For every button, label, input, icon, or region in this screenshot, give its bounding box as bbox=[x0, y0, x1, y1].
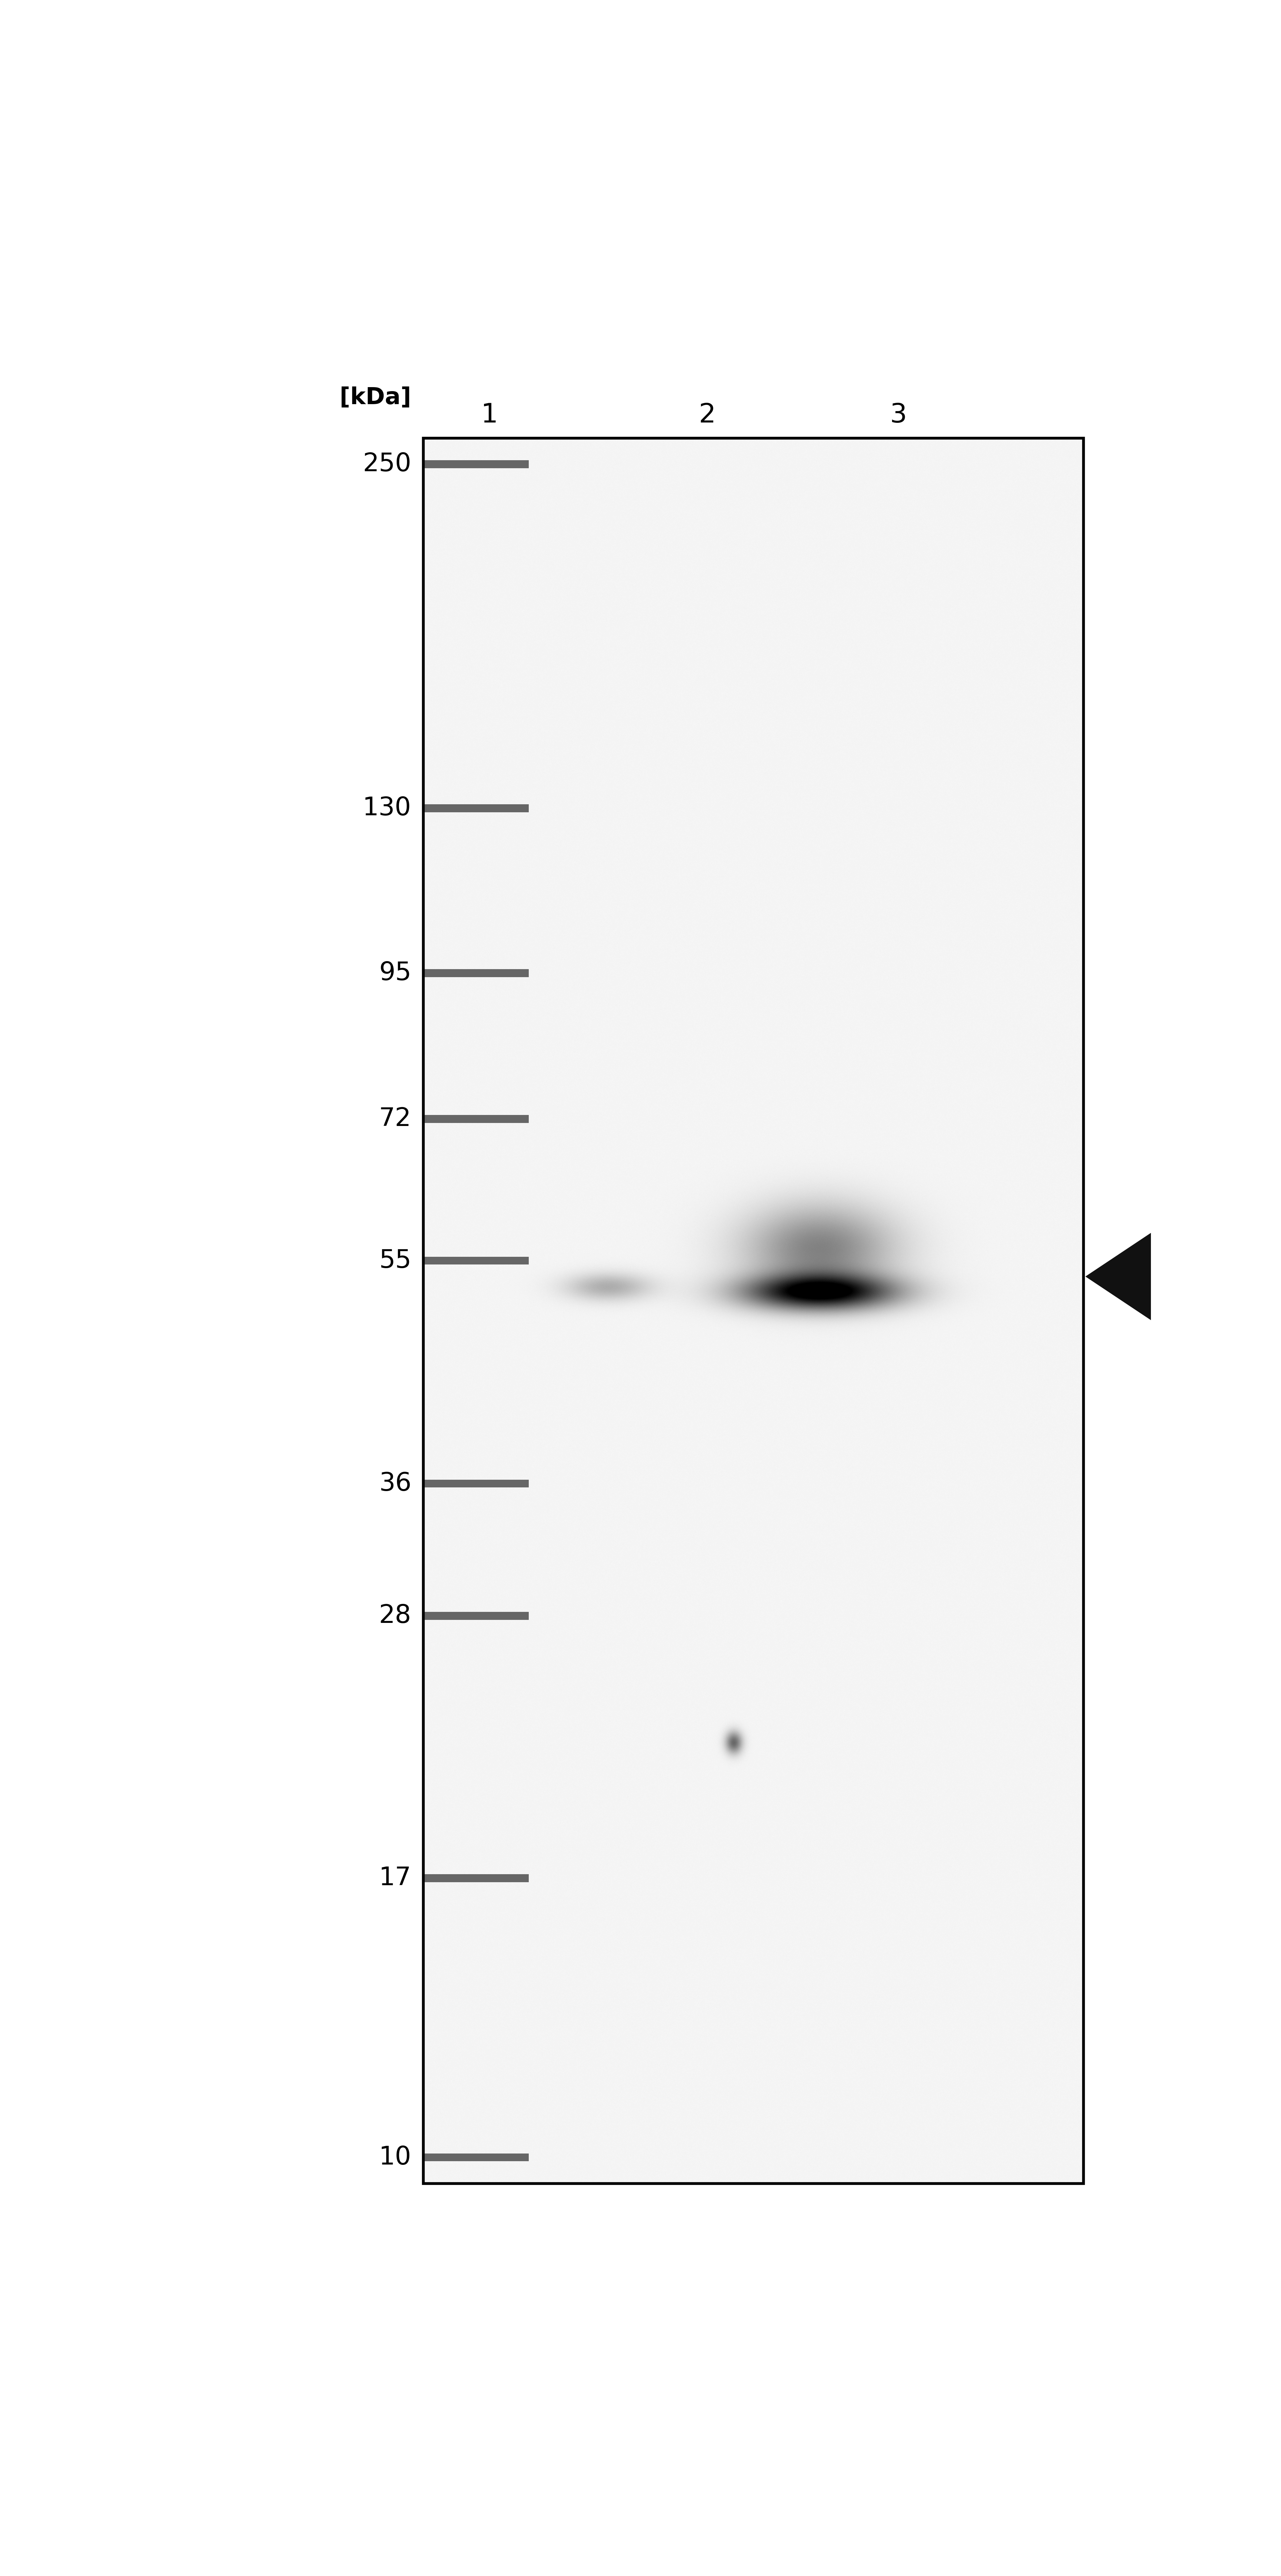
FancyBboxPatch shape bbox=[423, 1257, 529, 1265]
Polygon shape bbox=[1085, 1234, 1150, 1319]
Text: [kDa]: [kDa] bbox=[339, 386, 411, 410]
Text: 250: 250 bbox=[363, 451, 411, 477]
Text: 130: 130 bbox=[363, 796, 411, 822]
FancyBboxPatch shape bbox=[423, 969, 529, 976]
FancyBboxPatch shape bbox=[423, 1613, 529, 1620]
Text: 17: 17 bbox=[379, 1865, 411, 1891]
FancyBboxPatch shape bbox=[423, 461, 529, 469]
Text: 10: 10 bbox=[379, 2146, 411, 2169]
Text: 36: 36 bbox=[379, 1471, 411, 1497]
FancyBboxPatch shape bbox=[423, 1115, 529, 1123]
Text: 55: 55 bbox=[379, 1249, 411, 1273]
Text: 3: 3 bbox=[890, 402, 907, 428]
Text: 72: 72 bbox=[379, 1108, 411, 1131]
FancyBboxPatch shape bbox=[423, 1479, 529, 1486]
Text: 28: 28 bbox=[379, 1602, 411, 1628]
Text: 95: 95 bbox=[379, 961, 411, 987]
Text: 2: 2 bbox=[698, 402, 716, 428]
Text: 1: 1 bbox=[480, 402, 498, 428]
FancyBboxPatch shape bbox=[423, 2154, 529, 2161]
FancyBboxPatch shape bbox=[423, 1875, 529, 1883]
FancyBboxPatch shape bbox=[423, 804, 529, 811]
